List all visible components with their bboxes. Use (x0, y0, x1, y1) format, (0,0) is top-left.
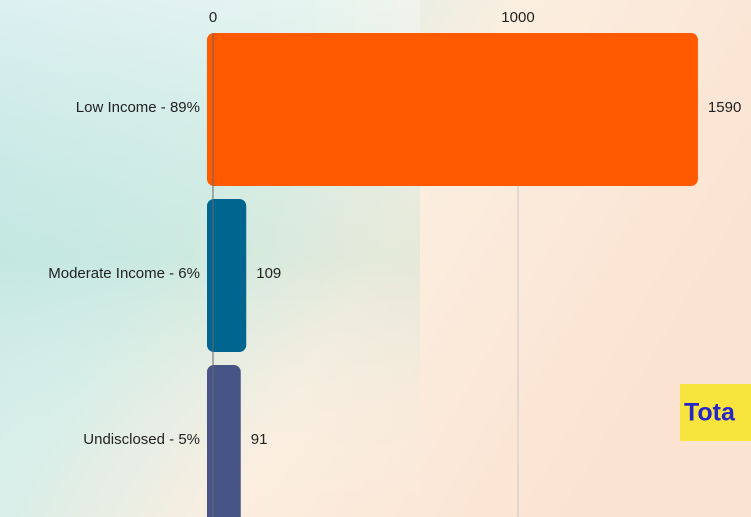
y-tick-label: Low Income - 89% (76, 99, 200, 116)
total-label: Tota (684, 399, 736, 427)
x-tick-label: 1000 (501, 9, 534, 26)
total-box (680, 384, 751, 441)
bar (207, 365, 241, 517)
value-label: 109 (256, 265, 281, 282)
bar (207, 199, 247, 352)
value-label: 1590 (708, 99, 741, 116)
x-tick-label: 0 (209, 9, 217, 26)
value-label: 91 (251, 431, 268, 448)
y-tick-label: Moderate Income - 6% (48, 265, 200, 282)
bar (207, 33, 698, 186)
y-tick-label: Undisclosed - 5% (83, 431, 200, 448)
